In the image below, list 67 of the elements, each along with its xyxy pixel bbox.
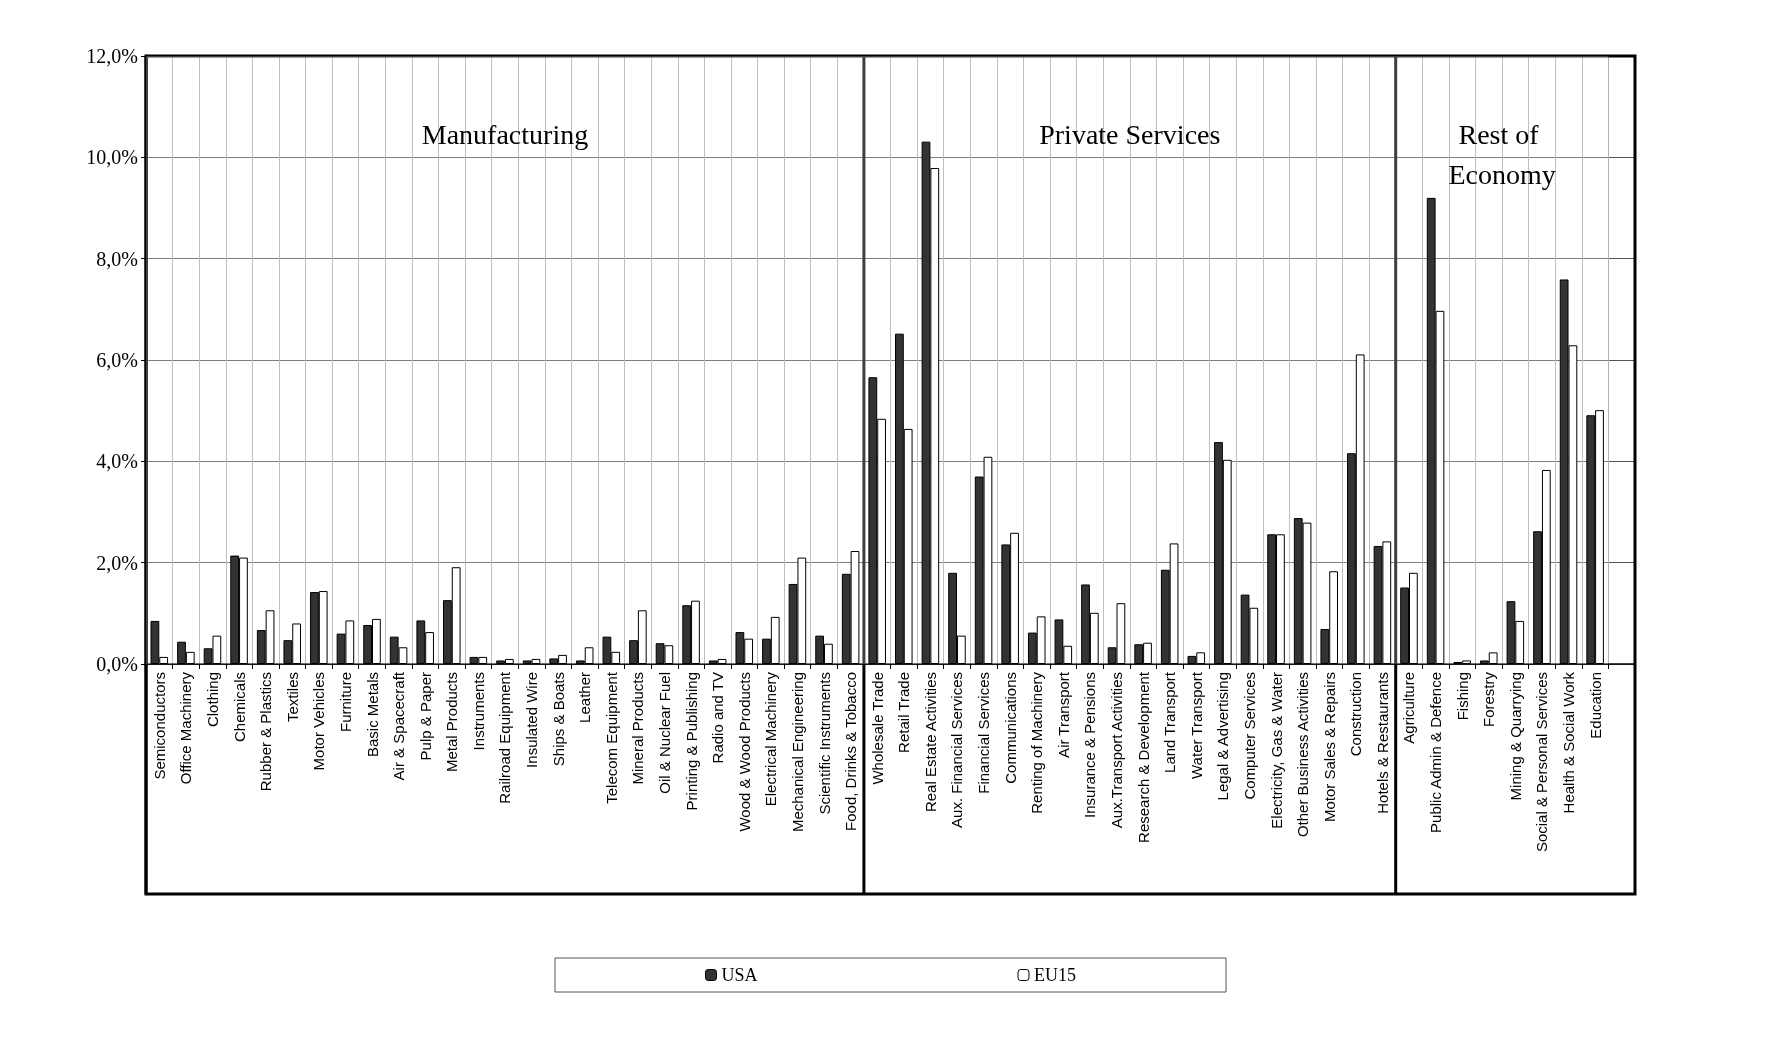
x-tick-label: Electrical Machinery bbox=[762, 671, 780, 807]
x-tick-label: Education bbox=[1586, 672, 1604, 739]
x-tick-label: Forestry bbox=[1480, 671, 1498, 728]
x-tick-label: Rubber & Plastics bbox=[257, 672, 275, 792]
legend-label: USA bbox=[721, 965, 758, 985]
x-tick-label: Semiconductors bbox=[150, 672, 168, 780]
x-tick-label: Land Transport bbox=[1161, 671, 1179, 773]
x-tick-label: Insulated Wire bbox=[523, 672, 541, 768]
x-tick-label: Telecom Equipment bbox=[602, 671, 620, 804]
x-tick-label: Fishing bbox=[1453, 672, 1471, 721]
band-label: Private Services bbox=[1039, 118, 1221, 150]
x-tick-label: Oil & Nuclear Fuel bbox=[655, 672, 673, 794]
x-tick-label: Insurance & Pensions bbox=[1081, 672, 1099, 818]
x-tick-label: Real Estate Activities bbox=[921, 672, 939, 813]
x-tick-label: Chemicals bbox=[230, 672, 248, 743]
y-tick-label: 0,0% bbox=[96, 653, 138, 675]
x-tick-label: Renting of Machinery bbox=[1028, 671, 1046, 814]
x-tick-label: Leather bbox=[576, 672, 594, 723]
x-tick-label: Wholesale Trade bbox=[868, 672, 886, 785]
x-tick-label: Construction bbox=[1347, 672, 1365, 757]
y-tick-label: 12,0% bbox=[86, 45, 138, 67]
x-tick-label: Health & Social Work bbox=[1560, 671, 1578, 814]
x-tick-label: Mineral Products bbox=[629, 672, 647, 785]
x-tick-label: Office Machinery bbox=[177, 671, 195, 785]
x-tick-label: Social & Personal Services bbox=[1533, 672, 1551, 853]
x-tick-label: Pulp & Paper bbox=[416, 672, 434, 761]
x-tick-label: Furniture bbox=[336, 672, 354, 733]
band-label: Manufacturing bbox=[421, 118, 589, 150]
x-tick-label: Air & Spacecraft bbox=[390, 671, 408, 781]
y-tick-label: 2,0% bbox=[96, 551, 138, 574]
x-tick-label: Electricity, Gas & Water bbox=[1267, 672, 1285, 829]
x-tick-label: Clothing bbox=[203, 672, 221, 728]
x-tick-label: Railroad Equipment bbox=[496, 671, 514, 804]
x-tick-label: Motor Sales & Repairs bbox=[1320, 672, 1338, 823]
x-tick-label: Scientific Instruments bbox=[815, 672, 833, 815]
x-tick-label: Water Transport bbox=[1187, 671, 1205, 779]
x-tick-label: Computer Services bbox=[1240, 672, 1258, 800]
x-tick-label: Mechanical Engineering bbox=[788, 672, 806, 833]
x-tick-label: Metal Products bbox=[443, 672, 461, 773]
x-tick-label: Food, Drinks & Tobacco bbox=[842, 672, 860, 831]
x-tick-label: Air Transport bbox=[1054, 671, 1072, 758]
x-tick-label: Aux.Transport Activities bbox=[1108, 672, 1126, 829]
y-tick-label: 8,0% bbox=[96, 247, 138, 270]
x-tick-label: Research & Development bbox=[1134, 671, 1152, 843]
x-tick-label: Agriculture bbox=[1400, 672, 1418, 744]
x-tick-label: Financial Services bbox=[975, 672, 993, 794]
x-tick-label: Basic Metals bbox=[363, 672, 381, 758]
x-tick-label: Ships & Boats bbox=[549, 672, 567, 767]
x-tick-label: Printing & Publishing bbox=[682, 672, 700, 811]
x-tick-label: Hotels & Restaurants bbox=[1373, 672, 1391, 814]
x-tick-label: Aux. Financial Services bbox=[948, 672, 966, 828]
x-tick-label: Other Business Activities bbox=[1294, 672, 1312, 838]
x-tick-label: Retail Trade bbox=[895, 672, 913, 753]
x-tick-label: Wood & Wood Products bbox=[735, 672, 753, 832]
x-tick-label: Textiles bbox=[283, 672, 301, 723]
x-tick-label: Radio and TV bbox=[709, 672, 727, 764]
legend-label: EU15 bbox=[1034, 965, 1077, 985]
band-label: Rest of Economy bbox=[1448, 118, 1556, 190]
x-tick-label: Mining & Quarrying bbox=[1506, 672, 1524, 801]
x-tick-label: Public Admin & Defence bbox=[1427, 672, 1445, 833]
y-tick-label: 4,0% bbox=[96, 450, 138, 473]
y-tick-label: 10,0% bbox=[86, 146, 138, 169]
x-tick-label: Instruments bbox=[469, 672, 487, 751]
x-tick-label: Motor Vehicles bbox=[310, 672, 328, 771]
x-tick-label: Legal & Advertising bbox=[1214, 672, 1232, 801]
x-tick-label: Communications bbox=[1001, 672, 1019, 784]
y-tick-label: 6,0% bbox=[96, 349, 138, 371]
